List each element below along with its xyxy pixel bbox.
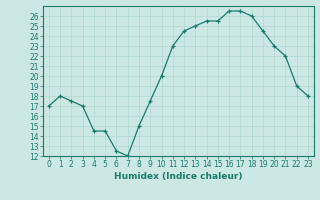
X-axis label: Humidex (Indice chaleur): Humidex (Indice chaleur) bbox=[114, 172, 243, 181]
